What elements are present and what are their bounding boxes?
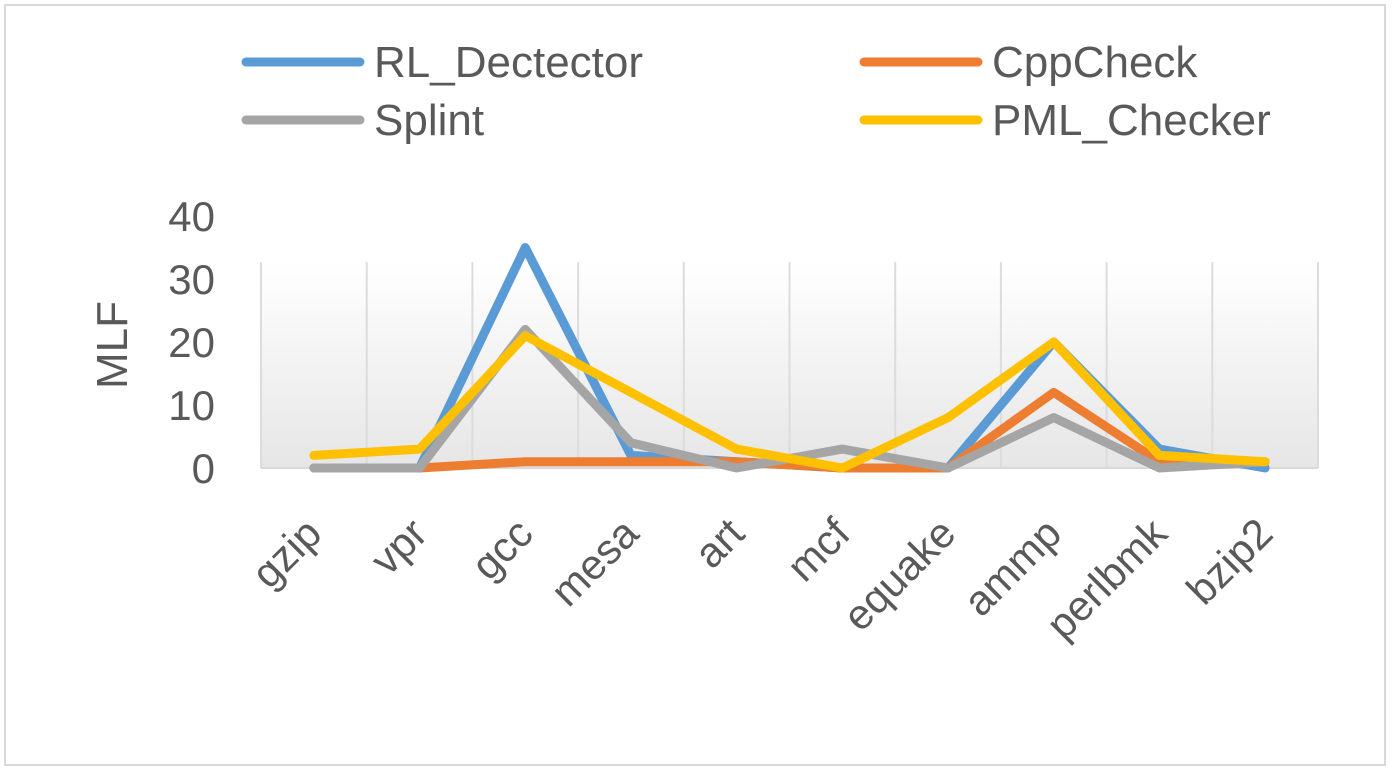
x-tick-label: mcf <box>778 509 859 590</box>
x-tick-label: bzip2 <box>1177 509 1281 613</box>
x-tick-label: equake <box>834 509 965 640</box>
x-tick-label: gzip <box>242 509 330 597</box>
y-tick-label: 20 <box>168 319 215 366</box>
x-tick-label: gcc <box>462 509 541 588</box>
series-line-CppCheck <box>309 387 1270 473</box>
y-tick-label: 30 <box>168 256 215 303</box>
y-tick-label: 0 <box>192 445 215 492</box>
legend-label: CppCheck <box>992 38 1198 87</box>
chart-frame: 0 10 20 30 40 gzip vpr gcc mesa art mcf equake ammp… <box>4 4 1386 766</box>
legend-label: Splint <box>374 96 484 145</box>
y-axis-title: MLF <box>88 301 137 389</box>
y-tick-label: 10 <box>168 382 215 429</box>
x-tick-label: art <box>685 509 753 577</box>
legend-label: RL_Dectector <box>374 38 643 87</box>
series-line-PML_Checker <box>309 331 1270 473</box>
x-tick-label: vpr <box>361 509 436 584</box>
legend-label: PML_Checker <box>992 96 1271 145</box>
x-tick-label: perlbmk <box>1037 508 1177 648</box>
y-tick-label: 40 <box>168 193 215 240</box>
x-tick-label: mesa <box>541 509 647 615</box>
